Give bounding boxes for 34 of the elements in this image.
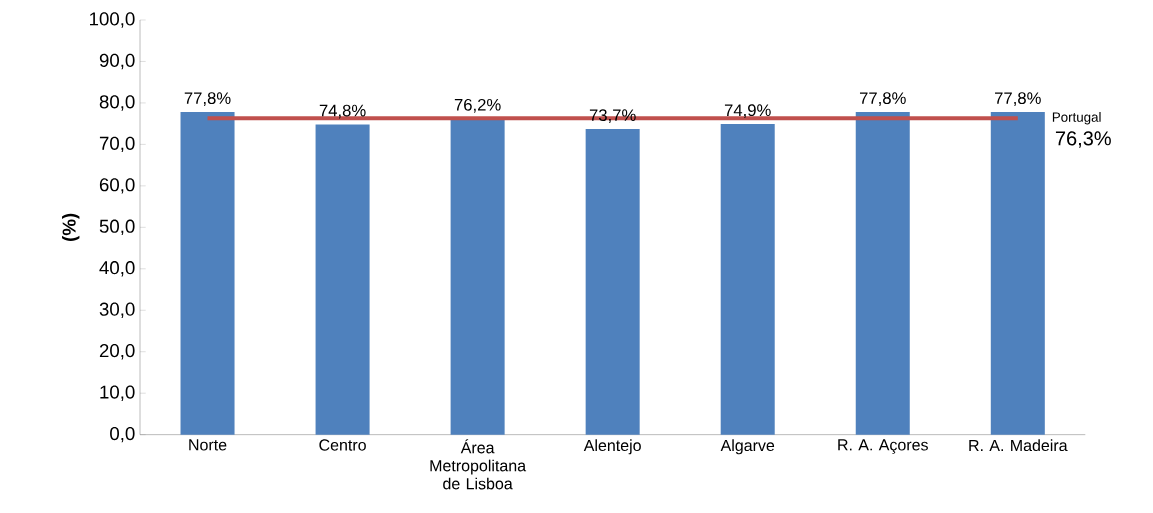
y-tick-label: 0,0 [110,426,135,443]
y-tick-label: 60,0 [99,178,135,194]
ref-line-label: Portugal [1052,112,1101,125]
x-tick-label: R. A. Açores [838,439,928,454]
data-label: 77,8% [859,92,906,106]
bar [990,112,1045,435]
bar [720,124,775,435]
y-tick-label: 90,0 [99,53,135,70]
y-tick-label: 80,0 [99,95,135,111]
x-tick-label: R. A. Madeira [969,439,1068,452]
y-tick-label: 10,0 [100,385,135,401]
data-label: 76,2% [454,98,501,113]
data-label: 77,8% [184,92,231,106]
bar [585,129,640,435]
data-label: 74,8% [319,104,366,119]
bar [180,112,235,435]
y-tick-label: 40,0 [99,261,135,277]
bar [315,124,370,435]
y-tick-label: 50,0 [99,219,135,236]
y-tick-label: 70,0 [99,136,135,153]
bar [450,118,505,435]
x-tick-label: Centro [319,439,366,451]
y-tick-label: 20,0 [99,343,135,360]
data-label: 77,8% [995,92,1041,106]
y-tick-label: 30,0 [99,302,135,318]
x-tick-label: Área Metropolitana de Lisboa [430,439,527,490]
x-tick-label: Algarve [720,439,775,455]
text: 76,3% [1055,131,1111,148]
x-tick-label: Norte [189,439,227,451]
y-axis-title: (%) [62,213,80,241]
x-tick-label: Alentejo [583,439,641,455]
data-label: 74,9% [724,104,771,119]
bar [855,112,910,435]
y-tick-label: 100,0 [90,12,135,28]
